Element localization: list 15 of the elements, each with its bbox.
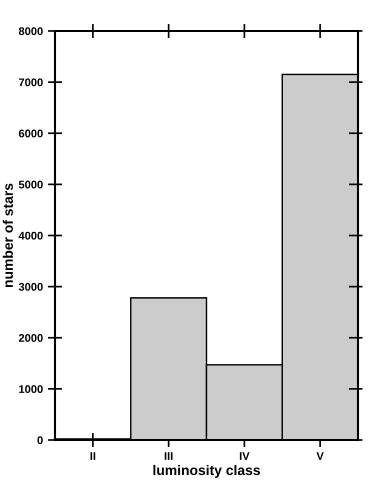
x-tick-label: III <box>164 452 173 460</box>
y-tick-label: 5000 <box>18 180 43 189</box>
y-tick-label: 6000 <box>18 130 43 138</box>
y-tick-label: 8000 <box>18 27 43 36</box>
y-tick-label: 1000 <box>19 385 43 394</box>
y-tick-label: 2000 <box>18 334 43 342</box>
y-tick-label: 7000 <box>18 78 43 86</box>
y-tick-label: 3000 <box>18 282 43 291</box>
x-tick-label: IV <box>240 452 250 460</box>
x-tick-label: II <box>90 452 96 460</box>
y-axis-title: number of stars <box>2 184 13 288</box>
y-tick-label: 0 <box>37 436 43 444</box>
y-tick-label: 4000 <box>18 232 43 240</box>
x-axis-title: luminosity class <box>153 464 260 478</box>
x-tick-label: V <box>316 452 324 460</box>
